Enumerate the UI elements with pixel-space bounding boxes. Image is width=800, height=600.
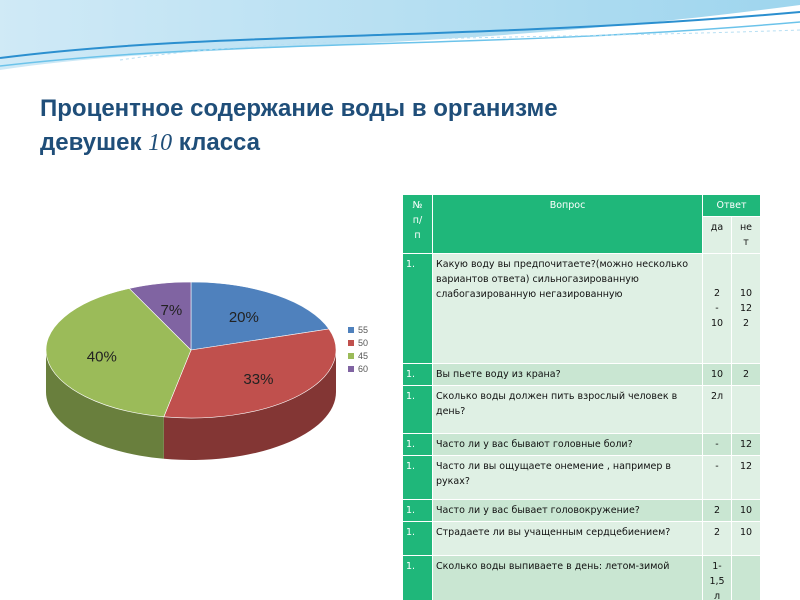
- header-num: № п/ п: [402, 194, 433, 254]
- answer-value: 2: [742, 369, 750, 380]
- legend-label: 50: [358, 338, 368, 348]
- pie-slice-side: [163, 350, 336, 460]
- table-row: 1. Какую воду вы предпочитаете?(можно нес…: [402, 253, 761, 364]
- row-number: 1.: [402, 499, 433, 522]
- row-number: 1.: [402, 385, 433, 434]
- pie-slice-55: [190, 281, 330, 351]
- row-answer-no: 10 12 2: [731, 253, 761, 364]
- row-question: Часто ли у вас бывает головокружение?: [432, 499, 703, 522]
- table-row: 1. Часто ли вы ощущаете онемение , наприм…: [402, 455, 761, 500]
- row-answer-no: 2: [731, 363, 761, 386]
- legend-label: 45: [358, 351, 368, 361]
- row-number: 1.: [402, 363, 433, 386]
- decorative-wave-header: [0, 0, 800, 70]
- answer-value: 12: [739, 461, 753, 472]
- row-number: 1.: [402, 555, 433, 600]
- answer-value: -: [715, 461, 719, 472]
- title-line-2: девушек 10 класса: [40, 126, 740, 160]
- answer-value: 2л: [710, 391, 724, 402]
- answer-value: 1,5: [709, 576, 725, 587]
- answer-value: 2: [742, 318, 750, 329]
- title-word: девушек: [40, 129, 142, 156]
- row-answer-no: [731, 555, 761, 600]
- row-question: Какую воду вы предпочитаете?(можно неско…: [432, 253, 703, 364]
- answer-value: 10: [739, 505, 753, 516]
- header-question: Вопрос: [432, 194, 703, 254]
- title-number: 10: [148, 130, 173, 156]
- pie-slice-45: [45, 288, 192, 418]
- answer-value: 10: [710, 318, 724, 329]
- answer-value: -: [715, 439, 719, 450]
- pie-slice-60: [128, 281, 192, 351]
- pie-slice-50: [163, 328, 337, 419]
- answer-value: л: [713, 591, 721, 600]
- table-row: 1. Сколько воды должен пить взрослый чело…: [402, 385, 761, 434]
- legend-swatch: [348, 353, 354, 359]
- row-answer-yes: -: [702, 433, 732, 456]
- row-answer-yes: 2л: [702, 385, 732, 434]
- row-number: 1.: [402, 433, 433, 456]
- row-answer-yes: 2: [702, 499, 732, 522]
- row-question: Часто ли у вас бывают головные боли?: [432, 433, 703, 456]
- title-line-1: Процентное содержание воды в организме: [40, 95, 558, 122]
- row-question: Вы пьете воду из крана?: [432, 363, 703, 386]
- title-word-end: класса: [178, 129, 261, 156]
- table-row: 1. Вы пьете воду из крана? 10 2: [402, 363, 761, 386]
- row-number: 1.: [402, 455, 433, 500]
- table-row: 1. Страдаете ли вы учащенным сердцебиение…: [402, 521, 761, 556]
- pie-sides: [46, 350, 336, 460]
- table-row: 1. Часто ли у вас бывает головокружение? 2…: [402, 499, 761, 522]
- water-percentage-pie-chart: 20% 33% 40% 7% 55 50 45 60: [45, 281, 368, 460]
- answer-value: -: [715, 303, 719, 314]
- row-answer-yes: -: [702, 455, 732, 500]
- pie-slice-side: [46, 350, 164, 459]
- table-row: 1. Часто ли у вас бывают головные боли? - 1…: [402, 433, 761, 456]
- legend-swatch: [348, 327, 354, 333]
- legend-label: 60: [358, 364, 368, 374]
- pie-legend: 55 50 45 60: [348, 325, 368, 374]
- row-question: Страдаете ли вы учащенным сердцебиением?: [432, 521, 703, 556]
- answer-value: 2: [713, 288, 721, 299]
- row-answer-yes: 1- 1,5 л: [702, 555, 732, 600]
- row-answer-no: 12: [731, 455, 761, 500]
- slide-title: Процентное содержание воды в организме д…: [40, 92, 740, 160]
- row-question: Часто ли вы ощущаете онемение , например…: [432, 455, 703, 500]
- answer-value: 2: [713, 505, 721, 516]
- table-row: 1. Сколько воды выпиваете в день: летом-з…: [402, 555, 761, 600]
- row-question: Сколько воды должен пить взрослый челове…: [432, 385, 703, 434]
- legend-swatch: [348, 340, 354, 346]
- row-answer-no: 12: [731, 433, 761, 456]
- header-no: не т: [731, 216, 761, 254]
- legend-label: 55: [358, 325, 368, 335]
- answer-value: 1-: [712, 561, 722, 572]
- survey-table: № п/ п Вопрос Ответ да не т 1. Какую воду…: [402, 194, 761, 600]
- answer-value: 10: [739, 527, 753, 538]
- answer-value: 2: [713, 527, 721, 538]
- row-answer-no: 10: [731, 521, 761, 556]
- row-answer-yes: 2: [702, 521, 732, 556]
- legend-swatch: [348, 366, 354, 372]
- answer-value: 10: [739, 288, 753, 299]
- pie-data-label: 7%: [161, 302, 183, 319]
- row-question: Сколько воды выпиваете в день: летом-зим…: [432, 555, 703, 600]
- row-answer-no: 10: [731, 499, 761, 522]
- pie-data-label: 40%: [87, 348, 117, 365]
- answer-value: 12: [739, 439, 753, 450]
- header-answer: Ответ: [702, 194, 761, 217]
- pie-data-label: 33%: [243, 371, 273, 388]
- row-answer-yes: 2 - 10: [702, 253, 732, 364]
- row-number: 1.: [402, 253, 433, 364]
- row-answer-no: [731, 385, 761, 434]
- row-answer-yes: 10: [702, 363, 732, 386]
- header-yes: да: [702, 216, 732, 254]
- row-number: 1.: [402, 521, 433, 556]
- pie-data-label: 20%: [229, 309, 259, 326]
- answer-value: 10: [710, 369, 724, 380]
- answer-value: 12: [739, 303, 753, 314]
